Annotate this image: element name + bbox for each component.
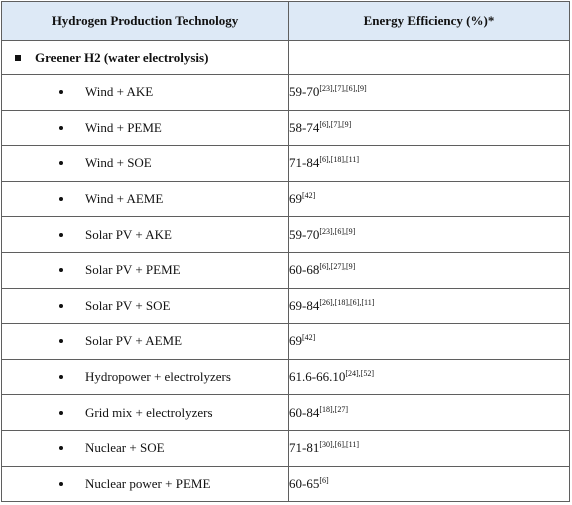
- efficiency-value: 71-84: [289, 155, 320, 171]
- bullet-dot-icon: [59, 232, 63, 237]
- reference-superscript: [23],[6],[9]: [319, 226, 356, 236]
- bullet-dot-icon: [59, 90, 63, 95]
- table-row: Wind + AKE 59-70[23],[7],[6],[9]: [1, 74, 570, 111]
- technology-label: Wind + AEME: [85, 191, 164, 207]
- reference-superscript: [23],[7],[6],[9]: [319, 84, 367, 94]
- bullet-dot-icon: [59, 125, 63, 130]
- reference-superscript: [18],[27]: [319, 404, 348, 414]
- technology-cell: Wind + SOE: [1, 145, 289, 182]
- table-row: Wind + PEME 58-74[6],[7],[9]: [1, 109, 570, 147]
- group-cell: Greener H2 (water electrolysis): [1, 40, 289, 75]
- reference-superscript: [6],[7],[9]: [319, 119, 352, 129]
- technology-label: Hydropower + electrolyzers: [85, 369, 231, 385]
- bullet-dot-icon: [59, 268, 63, 273]
- efficiency-value: 59-70: [289, 226, 320, 242]
- header-efficiency: Energy Efficiency (%)*: [288, 1, 570, 41]
- efficiency-cell: 71-81[30],[6],[11]: [288, 429, 570, 467]
- reference-superscript: [24],[52]: [345, 369, 374, 379]
- table-row: Solar PV + PEME 60-68[6],[27],[9]: [1, 251, 570, 289]
- technology-label: Nuclear + SOE: [85, 440, 165, 456]
- square-bullet-icon: [15, 54, 21, 61]
- efficiency-cell: 69[42]: [288, 323, 570, 360]
- table-row: Nuclear + SOE 71-81[30],[6],[11]: [1, 429, 570, 467]
- technology-label: Nuclear power + PEME: [85, 475, 211, 491]
- bullet-dot-icon: [59, 446, 63, 451]
- efficiency-cell: 60-84[18],[27]: [288, 394, 570, 431]
- table-row: Grid mix + electrolyzers 60-84[18],[27]: [1, 394, 570, 431]
- efficiency-cell: 59-70[23],[6],[9]: [288, 216, 570, 253]
- bullet-dot-icon: [59, 303, 63, 308]
- technology-cell: Solar PV + SOE: [1, 287, 289, 325]
- efficiency-value: 69-84: [289, 297, 320, 313]
- bullet-dot-icon: [59, 410, 63, 415]
- technology-label: Wind + PEME: [85, 119, 162, 135]
- table-row: Wind + SOE 71-84[6],[18],[11]: [1, 145, 570, 182]
- technology-label: Solar PV + AKE: [85, 226, 172, 242]
- efficiency-value: 58-74: [289, 119, 320, 135]
- efficiency-cell: 58-74[6],[7],[9]: [288, 109, 570, 147]
- header-row: Hydrogen Production Technology Energy Ef…: [1, 1, 570, 41]
- efficiency-value: 60-68: [289, 262, 320, 278]
- technology-cell: Nuclear power + PEME: [1, 465, 289, 503]
- technology-cell: Solar PV + AEME: [1, 323, 289, 360]
- reference-superscript: [30],[6],[11]: [319, 440, 360, 450]
- table-row: Nuclear power + PEME 60-65[6]: [1, 465, 570, 503]
- efficiency-cell: 61.6-66.10[24],[52]: [288, 358, 570, 396]
- efficiency-cell: 60-65[6]: [288, 465, 570, 503]
- efficiency-value: 60-65: [289, 475, 320, 491]
- efficiency-value: 59-70: [289, 84, 320, 100]
- table-row: Hydropower + electrolyzers 61.6-66.10[24]…: [1, 358, 570, 396]
- technology-label: Wind + AKE: [85, 84, 154, 100]
- technology-cell: Wind + AEME: [1, 180, 289, 218]
- efficiency-value: 61.6-66.10: [289, 369, 346, 385]
- bullet-dot-icon: [59, 161, 63, 166]
- table-body: Greener H2 (water electrolysis) Wind + A…: [1, 40, 570, 503]
- reference-superscript: [6]: [319, 475, 329, 485]
- technology-cell: Grid mix + electrolyzers: [1, 394, 289, 431]
- efficiency-value: 60-84: [289, 404, 320, 420]
- bullet-dot-icon: [59, 339, 63, 344]
- efficiency-value: 69: [289, 333, 302, 349]
- reference-superscript: [6],[27],[9]: [319, 262, 356, 272]
- reference-superscript: [6],[18],[11]: [319, 155, 360, 165]
- reference-superscript: [42]: [302, 191, 316, 201]
- header-technology: Hydrogen Production Technology: [1, 1, 289, 41]
- technology-label: Solar PV + PEME: [85, 262, 181, 278]
- group-label: Greener H2 (water electrolysis): [35, 49, 209, 65]
- efficiency-cell: 71-84[6],[18],[11]: [288, 145, 570, 182]
- table-row: Solar PV + AKE 59-70[23],[6],[9]: [1, 216, 570, 253]
- technology-cell: Wind + AKE: [1, 74, 289, 111]
- technology-cell: Hydropower + electrolyzers: [1, 358, 289, 396]
- technology-label: Solar PV + SOE: [85, 297, 171, 313]
- efficiency-cell: 59-70[23],[7],[6],[9]: [288, 74, 570, 111]
- technology-cell: Solar PV + PEME: [1, 251, 289, 289]
- efficiency-value: 69: [289, 191, 302, 207]
- efficiency-cell: 69[42]: [288, 180, 570, 218]
- efficiency-cell: 69-84[26],[18],[6],[11]: [288, 287, 570, 325]
- group-row: Greener H2 (water electrolysis): [1, 40, 570, 75]
- reference-superscript: [26],[18],[6],[11]: [319, 297, 375, 307]
- technology-label: Solar PV + AEME: [85, 333, 183, 349]
- technology-cell: Nuclear + SOE: [1, 429, 289, 467]
- reference-superscript: [42]: [302, 333, 316, 343]
- technology-cell: Solar PV + AKE: [1, 216, 289, 253]
- table-row: Solar PV + AEME 69[42]: [1, 323, 570, 360]
- efficiency-value: 71-81: [289, 440, 320, 456]
- bullet-dot-icon: [59, 197, 63, 202]
- table-row: Wind + AEME 69[42]: [1, 180, 570, 218]
- group-efficiency: [288, 40, 570, 75]
- table-row: Solar PV + SOE 69-84[26],[18],[6],[11]: [1, 287, 570, 325]
- technology-label: Grid mix + electrolyzers: [85, 404, 213, 420]
- bullet-dot-icon: [59, 481, 63, 486]
- technology-cell: Wind + PEME: [1, 109, 289, 147]
- technology-label: Wind + SOE: [85, 155, 152, 171]
- efficiency-cell: 60-68[6],[27],[9]: [288, 251, 570, 289]
- bullet-dot-icon: [59, 375, 63, 380]
